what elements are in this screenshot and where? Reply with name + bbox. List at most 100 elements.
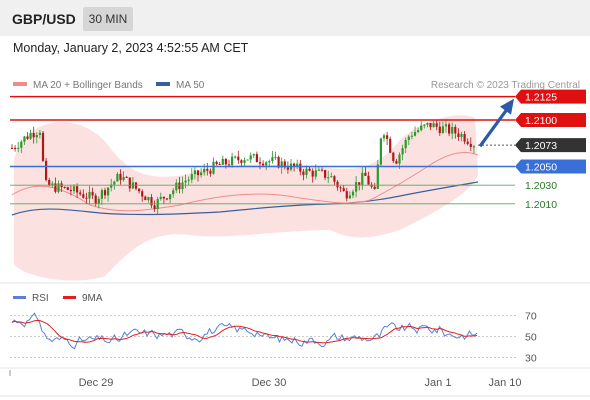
candle-body [469,143,472,148]
candle-body [35,134,38,138]
candle-body [271,157,274,162]
candle-body [203,168,206,173]
level-label-1-2030: 1.2030 [525,180,557,192]
forecast-arrow-head [500,98,514,115]
candle-body [57,183,60,192]
candle-body [169,194,172,200]
candle-body [413,132,417,136]
currency-pair: GBP/USD [12,11,76,27]
candle-body [342,188,345,192]
candle-body [107,187,110,196]
candle-body [119,173,122,181]
candle-body [14,148,17,150]
candle-body [113,181,116,185]
candle-body [420,125,423,131]
candle-body [358,182,361,185]
candle-body [386,135,389,139]
candle-body [184,180,187,183]
legend-ma50: MA 50 [156,80,204,91]
candle-body [150,197,153,206]
candle-body [429,122,432,128]
candle-body [172,190,175,195]
candle-body [237,156,240,161]
candle-body [231,156,234,166]
candle-body [432,123,435,128]
candle-body [299,163,302,172]
candle-body [423,124,426,126]
candle-body [379,138,382,165]
candle-body [162,196,165,199]
candle-body [398,154,401,164]
header-bar: GBP/USD 30 MIN [0,0,590,36]
candle-body [324,170,327,178]
candle-body [463,133,466,142]
candle-body [345,191,348,199]
candle-body [100,190,103,199]
candle-body [221,158,224,165]
candle-body [209,170,212,174]
candle-body [311,170,314,177]
x-tick-label: Jan 10 [488,377,521,389]
candle-body [23,136,26,142]
x-tick-label: Dec 30 [252,377,287,389]
candle-body [88,191,91,199]
ma20-line [11,152,479,212]
candle-body [38,132,41,135]
level-tag-1-2050 [515,159,586,174]
candle-body [54,183,57,192]
rsi-tick-label: 70 [525,311,537,323]
candle-body [193,170,196,175]
candle-body [351,191,355,196]
candle-body [234,156,237,158]
candle-body [302,171,305,175]
x-tick-label: Jan 1 [425,377,452,389]
candle-body [128,177,131,189]
timeframe-badge[interactable]: 30 MIN [83,7,133,31]
candle-body [296,163,299,167]
candle-body [85,197,88,199]
candle-body [63,187,66,189]
level-label-1-2010: 1.2010 [525,199,557,211]
candle-body [17,147,20,149]
candle-body [364,172,367,176]
candle-body [122,176,125,181]
candle-body [389,138,392,153]
rsi-tick-label: 30 [525,353,537,365]
candle-body [258,162,262,164]
candle-body [348,195,351,199]
level-tag-1-2125 [515,89,586,104]
candle-body [336,181,339,188]
candle-body [215,161,218,165]
candle-body [355,182,358,192]
candle-body [330,176,333,178]
candle-body [451,126,454,134]
candle-body [20,141,23,148]
candle-body [243,160,246,163]
candle-body [426,122,429,125]
candle-body [392,152,395,161]
candle-body [460,133,463,138]
candle-body [308,168,311,171]
candle-body [435,123,438,127]
rsi-tick-label: 50 [525,332,537,344]
candle-body [314,170,317,177]
candle-body [153,205,156,209]
candle-body [286,167,289,170]
level-label-1-2100: 1.2100 [525,115,557,127]
candle-body [175,182,178,191]
candle-body [91,191,94,196]
candle-body [32,132,35,138]
candle-body [376,164,379,189]
bollinger-swatch [13,82,27,87]
candle-body [218,164,221,166]
candle-body [125,176,128,178]
candle-body [361,172,364,185]
candle-body [141,191,144,197]
bollinger-band [14,115,478,281]
candle-body [76,186,79,193]
candle-body [178,182,181,190]
candle-body [66,187,69,190]
candle-body [48,179,51,186]
candle-body [265,162,268,166]
